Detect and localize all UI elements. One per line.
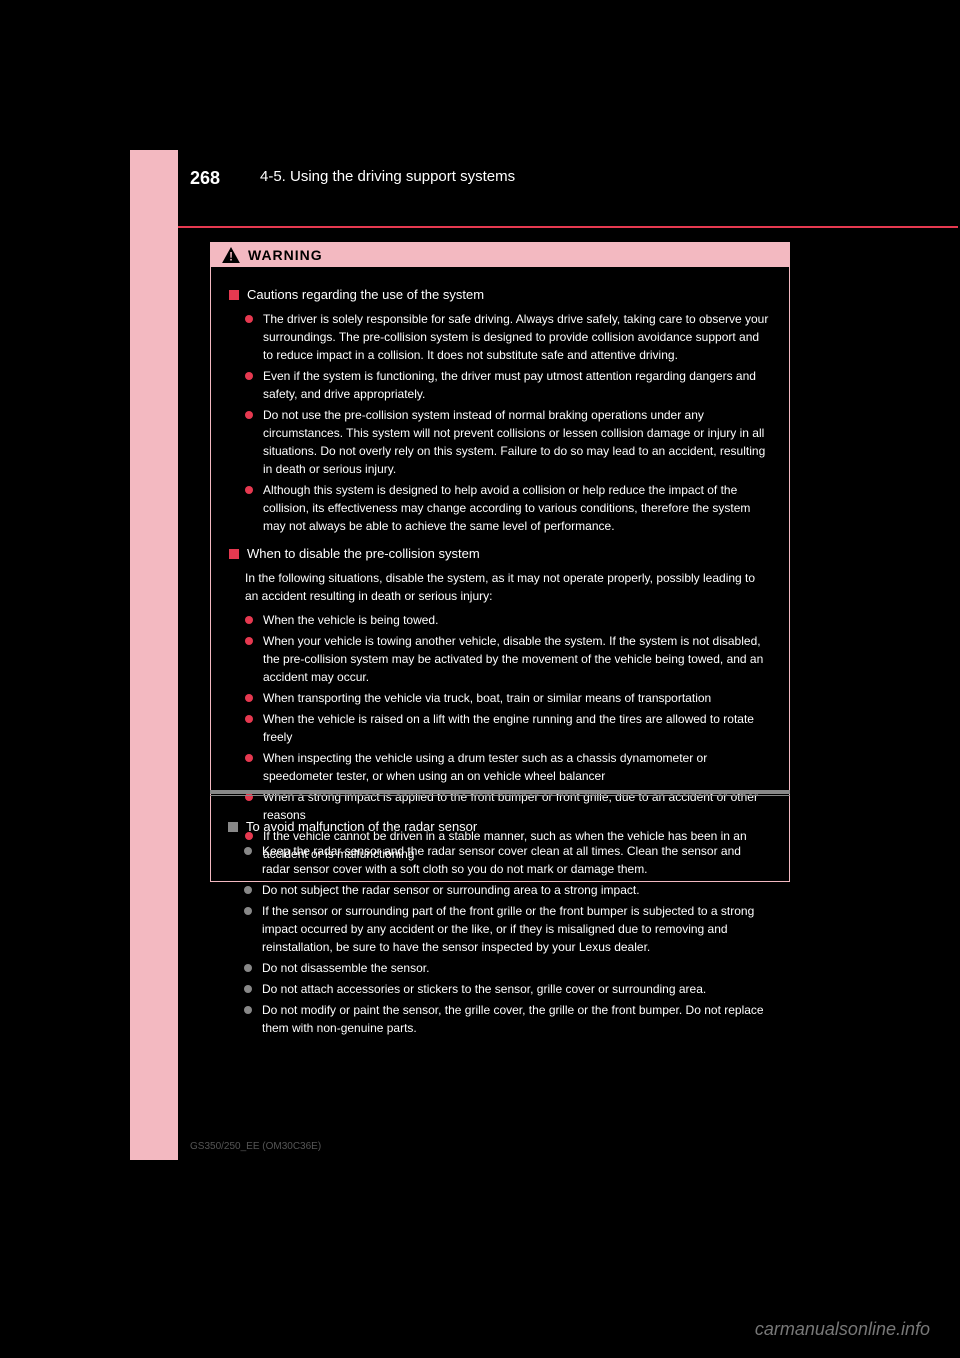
chapter-title: 4-5. Using the driving support systems [260, 168, 515, 185]
warning-bullet: When transporting the vehicle via truck,… [229, 689, 771, 707]
bullet-text: If the sensor or surrounding part of the… [262, 902, 772, 956]
red-bullet-icon [245, 715, 253, 723]
red-bullet-icon [245, 315, 253, 323]
bullet-text: When the vehicle is raised on a lift wit… [263, 710, 771, 746]
notice-bullet: Do not disassemble the sensor. [228, 959, 772, 977]
footer-code: GS350/250_EE (OM30C36E) [190, 1141, 321, 1152]
warning-triangle-icon: ! [222, 247, 240, 263]
warning-header: ! WARNING [210, 242, 790, 267]
section-intro: In the following situations, disable the… [229, 569, 771, 605]
notice-divider-thin [210, 795, 790, 796]
bullet-text: Keep the radar sensor and the radar sens… [262, 842, 772, 878]
notice-section-title: To avoid malfunction of the radar sensor [228, 818, 772, 836]
warning-bullet: Do not use the pre-collision system inst… [229, 406, 771, 478]
bullet-text: Do not attach accessories or stickers to… [262, 980, 706, 998]
page-number: 268 [190, 168, 220, 189]
manual-page: 268 4-5. Using the driving support syste… [130, 150, 850, 1160]
bullet-text: When your vehicle is towing another vehi… [263, 632, 771, 686]
header-divider [178, 226, 958, 228]
bullet-text: When the vehicle is being towed. [263, 611, 438, 629]
section-heading: Cautions regarding the use of the system [247, 286, 484, 304]
red-square-icon [229, 549, 239, 559]
bullet-text: When inspecting the vehicle using a drum… [263, 749, 771, 785]
red-square-icon [229, 290, 239, 300]
bullet-text: Do not modify or paint the sensor, the g… [262, 1001, 772, 1037]
notice-bullet: Do not attach accessories or stickers to… [228, 980, 772, 998]
warning-section-title: When to disable the pre-collision system [229, 545, 771, 563]
red-bullet-icon [245, 637, 253, 645]
warning-bullet: When the vehicle is being towed. [229, 611, 771, 629]
bullet-text: Even if the system is functioning, the d… [263, 367, 771, 403]
section-heading: When to disable the pre-collision system [247, 545, 480, 563]
watermark: carmanualsonline.info [755, 1319, 930, 1340]
grey-square-icon [228, 822, 238, 832]
svg-text:!: ! [229, 251, 233, 263]
red-bullet-icon [245, 754, 253, 762]
grey-bullet-icon [244, 1006, 252, 1014]
section-heading: To avoid malfunction of the radar sensor [246, 818, 477, 836]
notice-bullet: If the sensor or surrounding part of the… [228, 902, 772, 956]
warning-bullet: When the vehicle is raised on a lift wit… [229, 710, 771, 746]
red-bullet-icon [245, 616, 253, 624]
grey-bullet-icon [244, 847, 252, 855]
notice-bullet: Do not modify or paint the sensor, the g… [228, 1001, 772, 1037]
grey-bullet-icon [244, 964, 252, 972]
notice-bullet: Keep the radar sensor and the radar sens… [228, 842, 772, 878]
bullet-text: Although this system is designed to help… [263, 481, 771, 535]
warning-bullet: When your vehicle is towing another vehi… [229, 632, 771, 686]
grey-bullet-icon [244, 886, 252, 894]
grey-bullet-icon [244, 985, 252, 993]
bullet-text: Do not disassemble the sensor. [262, 959, 429, 977]
notice-divider-thick [210, 790, 790, 794]
warning-bullet: The driver is solely responsible for saf… [229, 310, 771, 364]
notice-bullet: Do not subject the radar sensor or surro… [228, 881, 772, 899]
warning-section-title: Cautions regarding the use of the system [229, 286, 771, 304]
notice-box: To avoid malfunction of the radar sensor… [210, 802, 790, 1052]
warning-bullet: Even if the system is functioning, the d… [229, 367, 771, 403]
red-bullet-icon [245, 372, 253, 380]
bullet-text: When transporting the vehicle via truck,… [263, 689, 711, 707]
red-bullet-icon [245, 694, 253, 702]
bullet-text: The driver is solely responsible for saf… [263, 310, 771, 364]
bullet-text: Do not use the pre-collision system inst… [263, 406, 771, 478]
bullet-text: Do not subject the radar sensor or surro… [262, 881, 640, 899]
grey-bullet-icon [244, 907, 252, 915]
warning-label: WARNING [248, 247, 323, 263]
warning-bullet: Although this system is designed to help… [229, 481, 771, 535]
warning-bullet: When inspecting the vehicle using a drum… [229, 749, 771, 785]
red-bullet-icon [245, 486, 253, 494]
red-bullet-icon [245, 411, 253, 419]
section-sidebar [130, 150, 178, 1160]
